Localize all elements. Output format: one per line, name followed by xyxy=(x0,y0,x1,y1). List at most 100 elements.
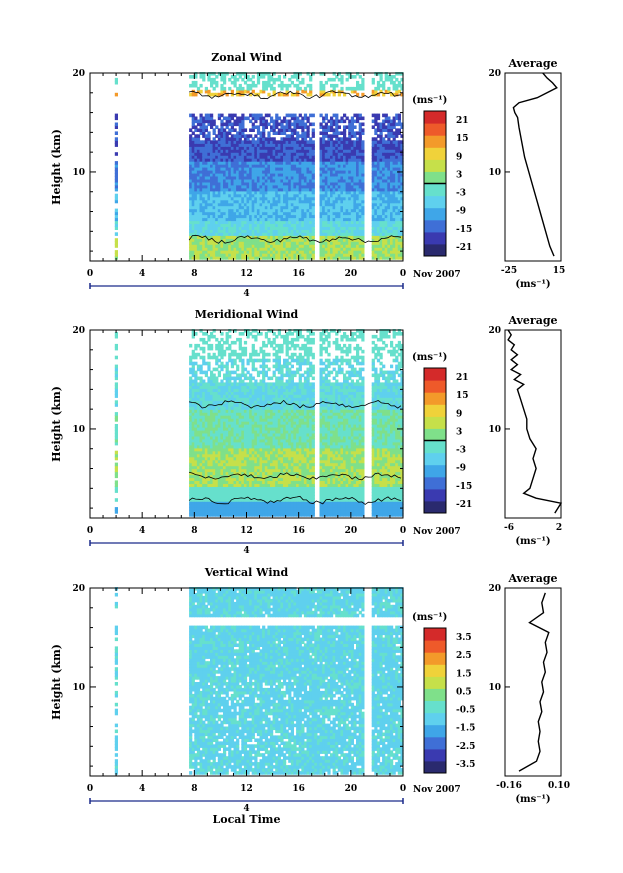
colorbar-swatch xyxy=(424,404,446,417)
profile-x-label: (ms⁻¹) xyxy=(515,536,550,547)
y-tick-label: 20 xyxy=(72,326,85,336)
colorbar-swatch xyxy=(424,464,446,478)
profile-meridional: Average 10 20 -6 2 (ms⁻¹) xyxy=(488,314,562,547)
profile-y-tick-label: 20 xyxy=(488,326,501,336)
profile-frame xyxy=(504,72,562,262)
colorbar-label: 1.5 xyxy=(456,669,472,679)
x-tick-label: 0 xyxy=(400,269,406,279)
profile-line xyxy=(507,329,563,514)
colorbar-label: -0.5 xyxy=(456,706,475,716)
colorbar-label: 9 xyxy=(456,152,462,162)
colorbar-swatch xyxy=(424,724,446,738)
y-tick-label: 20 xyxy=(72,69,85,79)
date-label: 4 xyxy=(243,546,249,556)
colorbar-label: 15 xyxy=(456,391,469,401)
x-tick-label: 8 xyxy=(191,269,197,279)
profile-x-tick-label: 2 xyxy=(556,523,562,533)
x-axis-label: Local Time xyxy=(213,813,281,826)
x-tick-label: 4 xyxy=(139,784,145,794)
date-label: 4 xyxy=(243,289,249,299)
profile-y-tick-label: 10 xyxy=(488,168,501,178)
colorbar-label: -9 xyxy=(456,464,466,474)
profile-zonal: Average 10 20 -25 15(ms⁻¹) xyxy=(488,57,565,290)
profile-y-tick-label: 20 xyxy=(488,584,501,594)
colorbar-swatch xyxy=(424,219,446,233)
contour-line xyxy=(189,399,402,409)
colorbar-swatch xyxy=(424,700,446,714)
panel-title: Meridional Wind xyxy=(195,308,299,321)
colorbar-label: -21 xyxy=(456,243,472,253)
colorbar-swatch xyxy=(424,676,446,689)
panel-title: Vertical Wind xyxy=(204,566,289,579)
x-tick-label: 12 xyxy=(240,269,253,279)
profile-x-tick-label: 0.10 xyxy=(548,781,570,791)
colorbar-swatch xyxy=(424,368,446,381)
colorbar-label: 3 xyxy=(456,170,462,180)
colorbar-label: 21 xyxy=(456,373,469,383)
colorbar-label: -1.5 xyxy=(456,724,475,734)
panel-title: Zonal Wind xyxy=(211,51,282,64)
colorbar-swatch xyxy=(424,748,446,762)
heatmap-zonal xyxy=(114,72,404,260)
profile-x-label: (ms⁻¹) xyxy=(515,794,550,805)
profile-y-tick-label: 10 xyxy=(488,425,501,435)
colorbar-swatch xyxy=(424,392,446,405)
heatmap-meridional xyxy=(114,329,404,517)
profile-line xyxy=(518,592,550,772)
colorbar-label: 9 xyxy=(456,409,462,419)
colorbar-swatch xyxy=(424,159,446,172)
colorbar-swatch xyxy=(424,736,446,750)
colorbar-label: -2.5 xyxy=(456,742,475,752)
contour-line xyxy=(189,90,402,100)
y-tick-label: 20 xyxy=(72,584,85,594)
month-label: Nov 2007 xyxy=(413,527,461,537)
y-tick-label: 10 xyxy=(72,683,85,693)
heatmap-vertical xyxy=(114,587,404,775)
panel-meridional: 0 4 8 12 16 20 0 10 20 Meridional Wind Height (km)… xyxy=(50,308,562,556)
profile-vertical: Average 10 20 -0.16 0.10 (ms⁻¹) xyxy=(488,572,569,805)
x-tick-label: 0 xyxy=(400,784,406,794)
colorbar-swatch xyxy=(424,380,446,393)
x-tick-label: 16 xyxy=(292,526,305,536)
y-axis-label: Height (km) xyxy=(50,644,63,720)
month-label: Nov 2007 xyxy=(413,785,461,795)
colorbar-swatch xyxy=(424,428,446,441)
colorbar-label: 0.5 xyxy=(456,687,472,697)
profile-line xyxy=(512,72,558,257)
x-tick-label: 4 xyxy=(139,269,145,279)
colorbar-swatch xyxy=(424,440,446,454)
x-tick-label: 20 xyxy=(345,784,358,794)
colorbar-swatch xyxy=(424,231,446,245)
profile-x-tick-label: -25 xyxy=(501,266,517,276)
colorbar-swatch xyxy=(424,760,446,774)
colorbar-unit: (ms⁻¹) xyxy=(412,352,447,363)
colorbar-swatch xyxy=(424,135,446,148)
colorbar-swatch xyxy=(424,183,446,197)
profile-x-label: (ms⁻¹) xyxy=(515,279,550,290)
colorbar-label: 2.5 xyxy=(456,651,472,661)
profile-y-tick-label: 20 xyxy=(488,69,501,79)
profile-x-tick-label: -6 xyxy=(504,523,514,533)
x-tick-label: 16 xyxy=(292,784,305,794)
panel-vertical: 0 4 8 12 16 20 0 10 20 Vertical Wind Height (km) 4 N… xyxy=(50,566,570,826)
colorbar-swatch xyxy=(424,147,446,160)
colorbar-label: 3.5 xyxy=(456,633,472,643)
x-tick-label: 4 xyxy=(139,526,145,536)
y-axis-label: Height (km) xyxy=(50,129,63,205)
x-tick-label: 8 xyxy=(191,526,197,536)
x-tick-label: 0 xyxy=(87,526,93,536)
colorbar-label: -21 xyxy=(456,500,472,510)
profile-frame xyxy=(504,587,562,777)
colorbar-label: -15 xyxy=(456,225,472,235)
colorbar-swatch xyxy=(424,640,446,653)
x-tick-label: 8 xyxy=(191,784,197,794)
colorbar-label: 15 xyxy=(456,134,469,144)
colorbar-swatch xyxy=(424,712,446,726)
contour-line xyxy=(188,471,402,481)
date-label: 4 xyxy=(243,804,249,814)
y-axis-label: Height (km) xyxy=(50,386,63,462)
contour-line xyxy=(188,234,402,244)
x-tick-label: 20 xyxy=(345,526,358,536)
profile-y-tick-label: 10 xyxy=(488,683,501,693)
colorbar-unit: (ms⁻¹) xyxy=(412,612,447,623)
